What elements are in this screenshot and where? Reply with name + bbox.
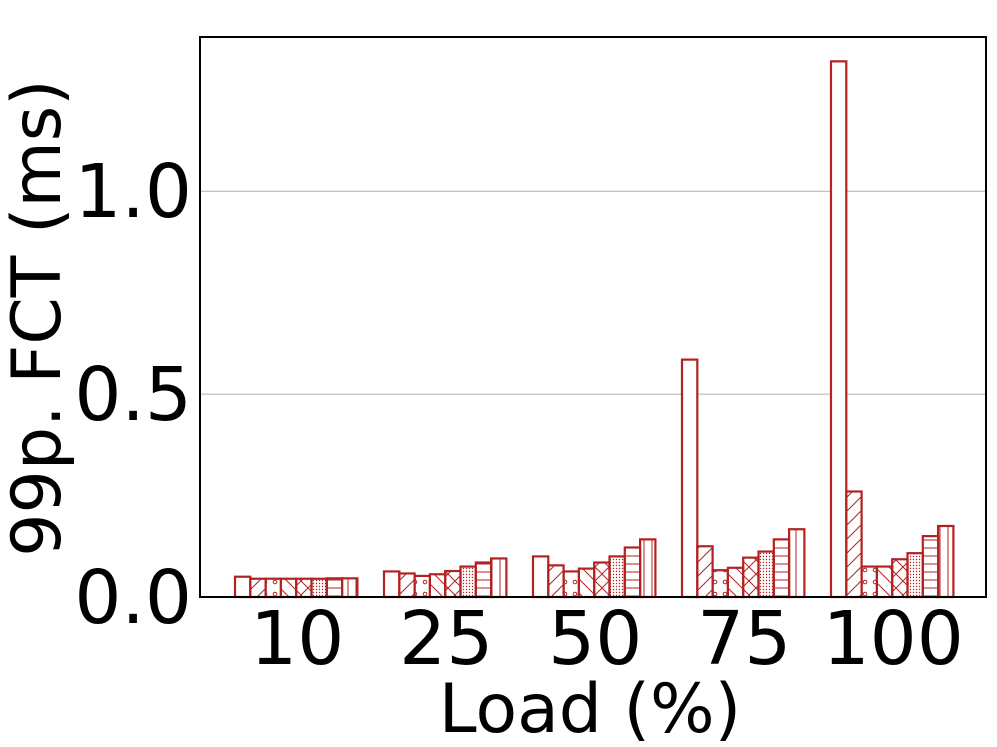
bar-50-cross bbox=[593, 561, 611, 599]
bar-100-circles bbox=[860, 565, 878, 599]
x-tick-label: 50 bbox=[548, 596, 642, 682]
bar-50-dots bbox=[608, 555, 626, 599]
bar-25-cross bbox=[444, 569, 462, 599]
bar-10-backslash bbox=[279, 577, 298, 599]
bars bbox=[233, 60, 955, 599]
plot-frame bbox=[199, 36, 987, 598]
bar-75-circles bbox=[711, 569, 729, 599]
bar-75-vertical bbox=[787, 528, 806, 599]
bar-100-horizontal bbox=[921, 535, 940, 599]
bar-25-circles bbox=[413, 574, 432, 599]
bar-100-vertical bbox=[936, 524, 955, 599]
bar-25-backslash bbox=[428, 573, 447, 599]
x-axis-label: Load (%) bbox=[439, 670, 741, 747]
x-tick-label: 100 bbox=[823, 596, 964, 682]
x-tick-label: 25 bbox=[399, 596, 493, 682]
bar-75-dots bbox=[757, 550, 775, 599]
bar-10-horizontal bbox=[325, 577, 344, 599]
bar-100-dots bbox=[906, 552, 924, 599]
grid-lines bbox=[200, 190, 986, 395]
bar-50-horizontal bbox=[623, 546, 642, 599]
x-ticks: 10 25 50 75 100 bbox=[250, 596, 964, 682]
bar-10-vertical bbox=[341, 577, 359, 599]
bar-50-backslash bbox=[577, 567, 596, 599]
bar-75-horizontal bbox=[772, 538, 791, 599]
bar-50-vertical bbox=[638, 538, 657, 599]
bar-10-none bbox=[233, 575, 252, 599]
y-tick-label: 0.5 bbox=[74, 352, 192, 438]
bar-25-horizontal bbox=[474, 561, 493, 599]
bar-75-cross bbox=[742, 556, 760, 599]
bar-25-dots bbox=[459, 565, 477, 599]
bar-10-cross bbox=[295, 577, 313, 599]
y-tick-label: 0.0 bbox=[74, 555, 192, 641]
bar-100-backslash bbox=[875, 565, 894, 599]
bar-75-none bbox=[680, 358, 699, 599]
bar-10-dots bbox=[310, 577, 328, 599]
bar-25-vertical bbox=[490, 557, 508, 599]
x-tick-label: 75 bbox=[697, 596, 791, 682]
bar-50-diagonal bbox=[547, 564, 565, 599]
bar-50-circles bbox=[562, 570, 580, 599]
y-ticks: 0.0 0.5 1.0 bbox=[74, 149, 192, 641]
bar-10-circles bbox=[264, 577, 283, 599]
bar-10-diagonal bbox=[249, 577, 267, 599]
y-tick-label: 1.0 bbox=[74, 149, 192, 235]
bar-50-none bbox=[531, 555, 550, 599]
x-tick-label: 10 bbox=[250, 596, 344, 682]
bar-100-cross bbox=[891, 558, 909, 599]
bar-75-diagonal bbox=[696, 545, 714, 599]
y-axis-label: 99p. FCT (ms) bbox=[0, 79, 77, 556]
bar-75-backslash bbox=[726, 566, 745, 599]
bar-100-none bbox=[829, 60, 848, 599]
bar-25-diagonal bbox=[398, 572, 416, 599]
bar-100-diagonal bbox=[845, 490, 863, 599]
bar-25-none bbox=[382, 570, 401, 599]
